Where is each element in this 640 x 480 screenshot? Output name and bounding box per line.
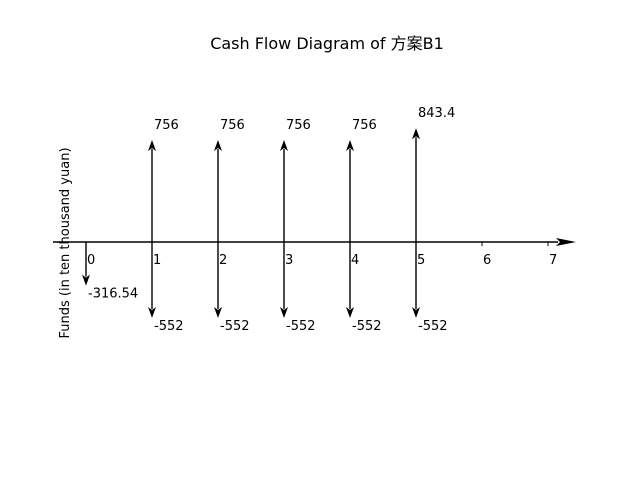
outflow-value-label: -552 [352,319,382,334]
inflow-value-label: 756 [220,118,245,133]
inflow-value-label: 756 [286,118,311,133]
outflow-value-label: -552 [418,319,448,334]
period-label: 6 [483,253,491,268]
outflow-value-label: -552 [286,319,316,334]
period-label: 0 [87,253,95,268]
diagram-title: Cash Flow Diagram of 方案B1 [210,34,444,53]
period-label: 5 [417,253,425,268]
period-label: 3 [285,253,293,268]
outflow-value-label: -552 [220,319,250,334]
period-label: 2 [219,253,227,268]
inflow-value-label: 756 [154,118,179,133]
outflow-value-label: -316.54 [88,287,138,302]
period-label: 1 [153,253,161,268]
time-axis-arrowhead [556,238,576,246]
period-label: 4 [351,253,359,268]
y-axis-label: Funds (in ten thousand yuan) [58,147,73,338]
diagram-marks: 0 1 2 3 4 5 6 7 756 756 756 756 843.4 -316.54 -552 -552… [53,106,576,334]
inflow-value-label: 843.4 [418,106,455,121]
outflow-value-label: -552 [154,319,184,334]
inflow-value-label: 756 [352,118,377,133]
period-label: 7 [549,253,557,268]
